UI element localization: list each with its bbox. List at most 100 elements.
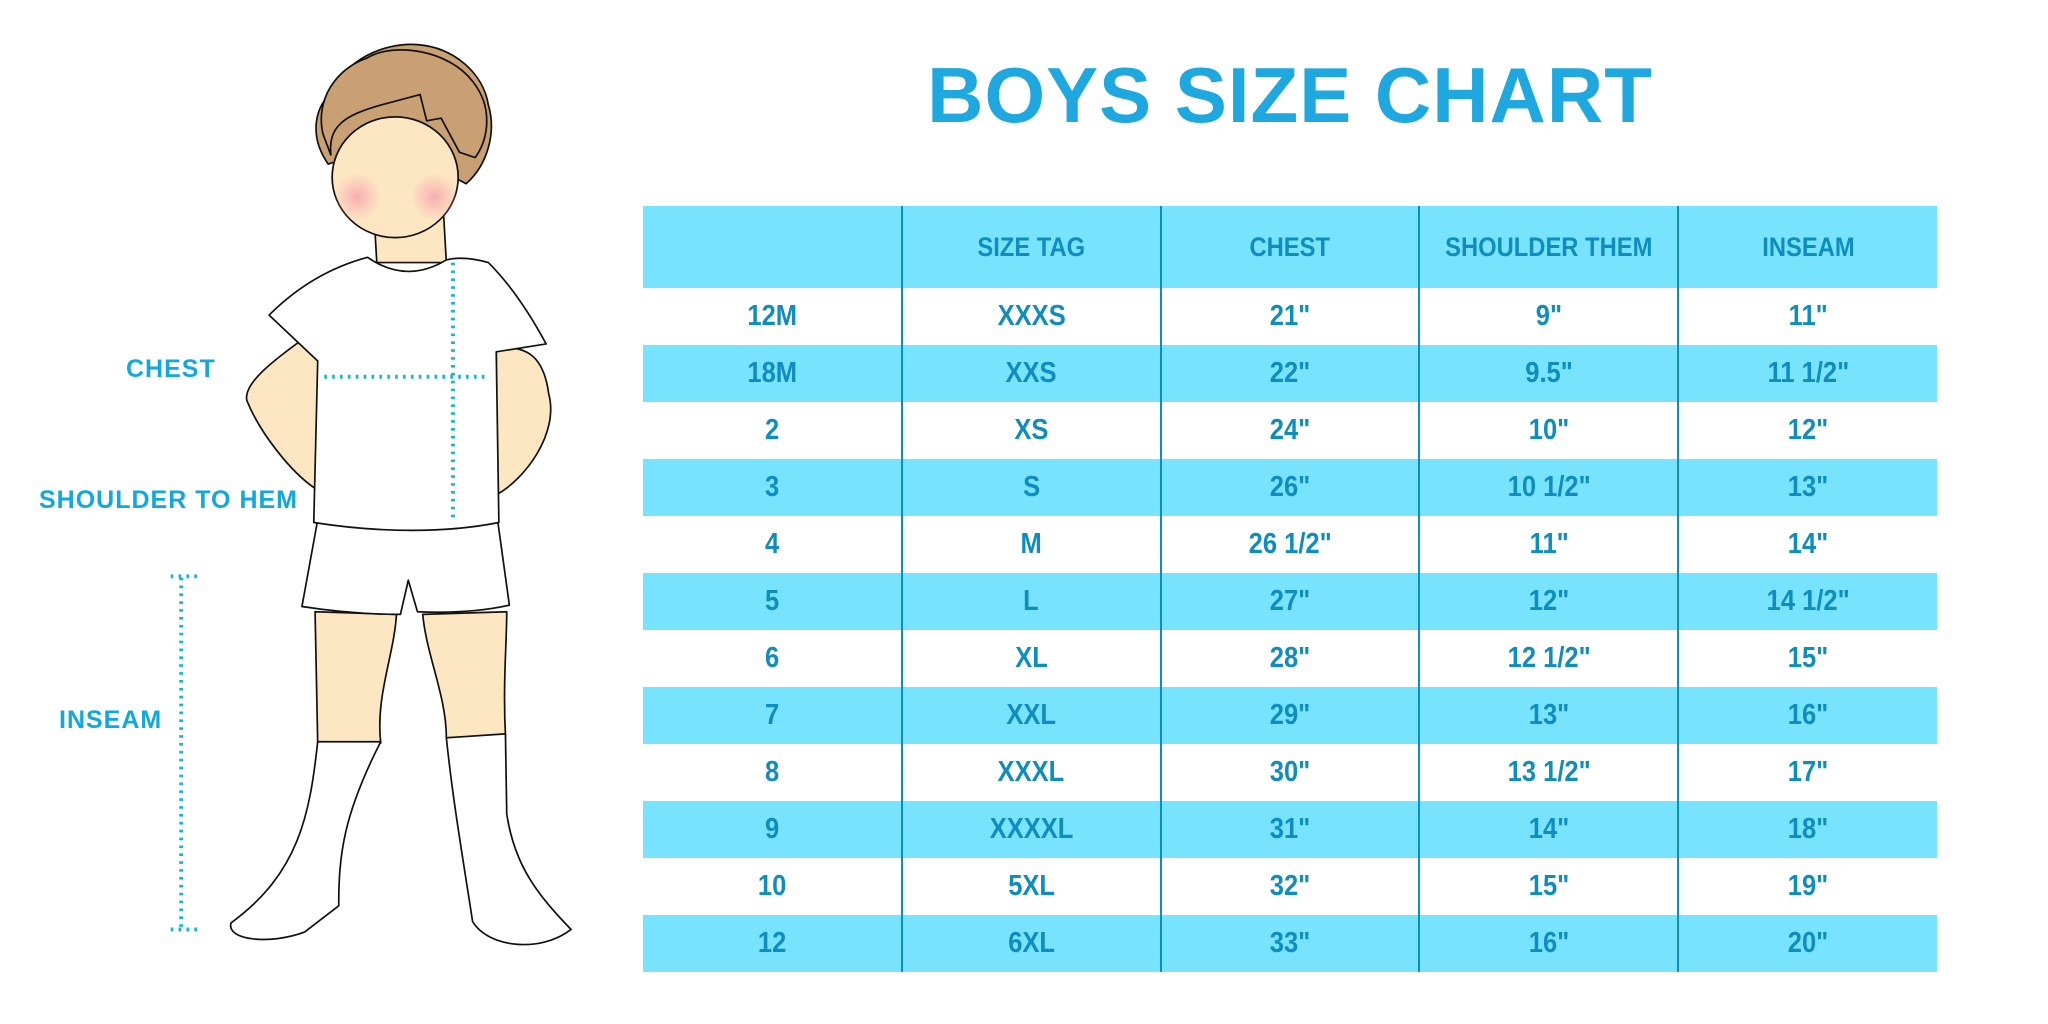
inseam-cell: 17" — [1677, 744, 1937, 801]
chest-cell: 22" — [1159, 345, 1420, 402]
cell-value: 20" — [1787, 927, 1829, 959]
cell-value: XXXL — [997, 756, 1065, 788]
cell-value: L — [1023, 585, 1039, 617]
cell-value: 11 1/2" — [1767, 357, 1849, 389]
size-chart-table: SIZE TAG CHEST SHOULDER THEM INSEAM 12M XXXS… — [643, 206, 1937, 972]
right-arm — [495, 346, 552, 496]
inseam-label: INSEAM — [59, 706, 163, 734]
cell-value: 5XL — [1007, 870, 1055, 902]
inseam-cell: 11 1/2" — [1677, 345, 1937, 402]
shoulder-cell: 10" — [1418, 402, 1679, 459]
cell-value: 15" — [1787, 642, 1829, 674]
right-sock — [445, 733, 572, 946]
inseam-cell: 20" — [1677, 915, 1937, 972]
cell-value: 26" — [1269, 471, 1311, 503]
age-cell: 18M — [643, 345, 902, 402]
column-header-label: SHOULDER THEM — [1445, 231, 1653, 262]
table-row: 6 XL 28" 12 1/2" 15" — [643, 630, 1937, 687]
cell-value: XXS — [1005, 357, 1057, 389]
cell-value: XXXXL — [989, 813, 1074, 845]
cell-value: 22" — [1269, 357, 1311, 389]
size-tag-cell: XXXL — [900, 744, 1161, 801]
inseam-cell: 19" — [1677, 858, 1937, 915]
table-row: 9 XXXXL 31" 14" 18" — [643, 801, 1937, 858]
inseam-cell: 11" — [1677, 288, 1937, 345]
size-tag-cell: XXXXL — [900, 801, 1161, 858]
chest-cell: 29" — [1159, 687, 1420, 744]
header-row: SIZE TAG CHEST SHOULDER THEM INSEAM — [643, 206, 1937, 288]
age-cell: 12M — [643, 288, 902, 345]
age-cell: 4 — [643, 516, 902, 573]
table-row: 7 XXL 29" 13" 16" — [643, 687, 1937, 744]
cell-value: 10" — [1528, 414, 1570, 446]
table-row: 10 5XL 32" 15" 19" — [643, 858, 1937, 915]
cell-value: 19" — [1787, 870, 1829, 902]
table-row: 12M XXXS 21" 9" 11" — [643, 288, 1937, 345]
cell-value: 9.5" — [1524, 357, 1573, 389]
cell-value: 31" — [1269, 813, 1311, 845]
age-cell: 8 — [643, 744, 902, 801]
hair-fringe — [320, 49, 488, 159]
inseam-cell: 18" — [1677, 801, 1937, 858]
size-tag-cell: 5XL — [900, 858, 1161, 915]
chest-cell: 21" — [1159, 288, 1420, 345]
chest-cell: 26 1/2" — [1159, 516, 1420, 573]
column-header-label: CHEST — [1249, 231, 1331, 262]
cell-value: 33" — [1269, 927, 1311, 959]
cell-value: 3 — [764, 471, 780, 503]
age-cell: 12 — [643, 915, 902, 972]
cell-value: 28" — [1269, 642, 1311, 674]
cell-value: XS — [1014, 414, 1049, 446]
table-row: 18M XXS 22" 9.5" 11 1/2" — [643, 345, 1937, 402]
cell-value: 8 — [764, 756, 780, 788]
cell-value: 21" — [1269, 300, 1311, 332]
inseam-cell: 13" — [1677, 459, 1937, 516]
inseam-cell: 15" — [1677, 630, 1937, 687]
shoulder-cell: 9.5" — [1418, 345, 1679, 402]
cell-value: 13" — [1528, 699, 1570, 731]
cell-value: 27" — [1269, 585, 1311, 617]
size-tag-cell: M — [900, 516, 1161, 573]
column-header — [643, 206, 902, 288]
table-row: 12 6XL 33" 16" 20" — [643, 915, 1937, 972]
cell-value: 30" — [1269, 756, 1311, 788]
cell-value: 14 1/2" — [1766, 585, 1850, 617]
cell-value: 6XL — [1007, 927, 1055, 959]
page-title: BOYS SIZE CHART — [927, 51, 1653, 139]
size-tag-cell: S — [900, 459, 1161, 516]
inseam-cell: 12" — [1677, 402, 1937, 459]
cell-value: XL — [1014, 642, 1048, 674]
chest-cell: 27" — [1159, 573, 1420, 630]
cell-value: 12 1/2" — [1507, 642, 1591, 674]
cell-value: 16" — [1787, 699, 1829, 731]
cell-value: 7 — [764, 699, 780, 731]
cell-value: 11" — [1529, 528, 1569, 560]
column-header: SIZE TAG — [900, 206, 1161, 288]
shoulder-cell: 9" — [1418, 288, 1679, 345]
shoulder-to-hem-label: SHOULDER TO HEM — [39, 486, 298, 514]
table-row: 5 L 27" 12" 14 1/2" — [643, 573, 1937, 630]
shoulder-cell: 12 1/2" — [1418, 630, 1679, 687]
age-cell: 6 — [643, 630, 902, 687]
cell-value: 12M — [747, 300, 797, 332]
inseam-cell: 14 1/2" — [1677, 573, 1937, 630]
column-header: SHOULDER THEM — [1418, 206, 1679, 288]
chest-cell: 33" — [1159, 915, 1420, 972]
cell-value: 5 — [764, 585, 780, 617]
chest-cell: 30" — [1159, 744, 1420, 801]
shoulder-cell: 14" — [1418, 801, 1679, 858]
shoulder-cell: 12" — [1418, 573, 1679, 630]
shoulder-cell: 16" — [1418, 915, 1679, 972]
size-tag-cell: XL — [900, 630, 1161, 687]
cell-value: 14" — [1787, 528, 1829, 560]
column-header: INSEAM — [1677, 206, 1937, 288]
cell-value: 4 — [764, 528, 780, 560]
cell-value: 6 — [764, 642, 780, 674]
shoulder-cell: 11" — [1418, 516, 1679, 573]
cell-value: 13" — [1787, 471, 1829, 503]
size-tag-cell: 6XL — [900, 915, 1161, 972]
cell-value: 10 — [757, 870, 787, 902]
size-tag-cell: XXL — [900, 687, 1161, 744]
shoulder-cell: 13 1/2" — [1418, 744, 1679, 801]
